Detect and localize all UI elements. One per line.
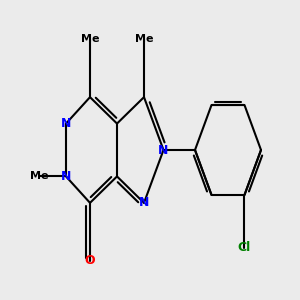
Text: Cl: Cl — [238, 241, 251, 254]
Text: N: N — [61, 170, 71, 183]
Text: N: N — [139, 196, 149, 209]
Text: N: N — [61, 117, 71, 130]
Text: Me: Me — [30, 171, 48, 182]
Text: N: N — [158, 143, 169, 157]
Text: O: O — [85, 254, 95, 268]
Text: Me: Me — [81, 34, 99, 44]
Text: Me: Me — [135, 34, 153, 44]
